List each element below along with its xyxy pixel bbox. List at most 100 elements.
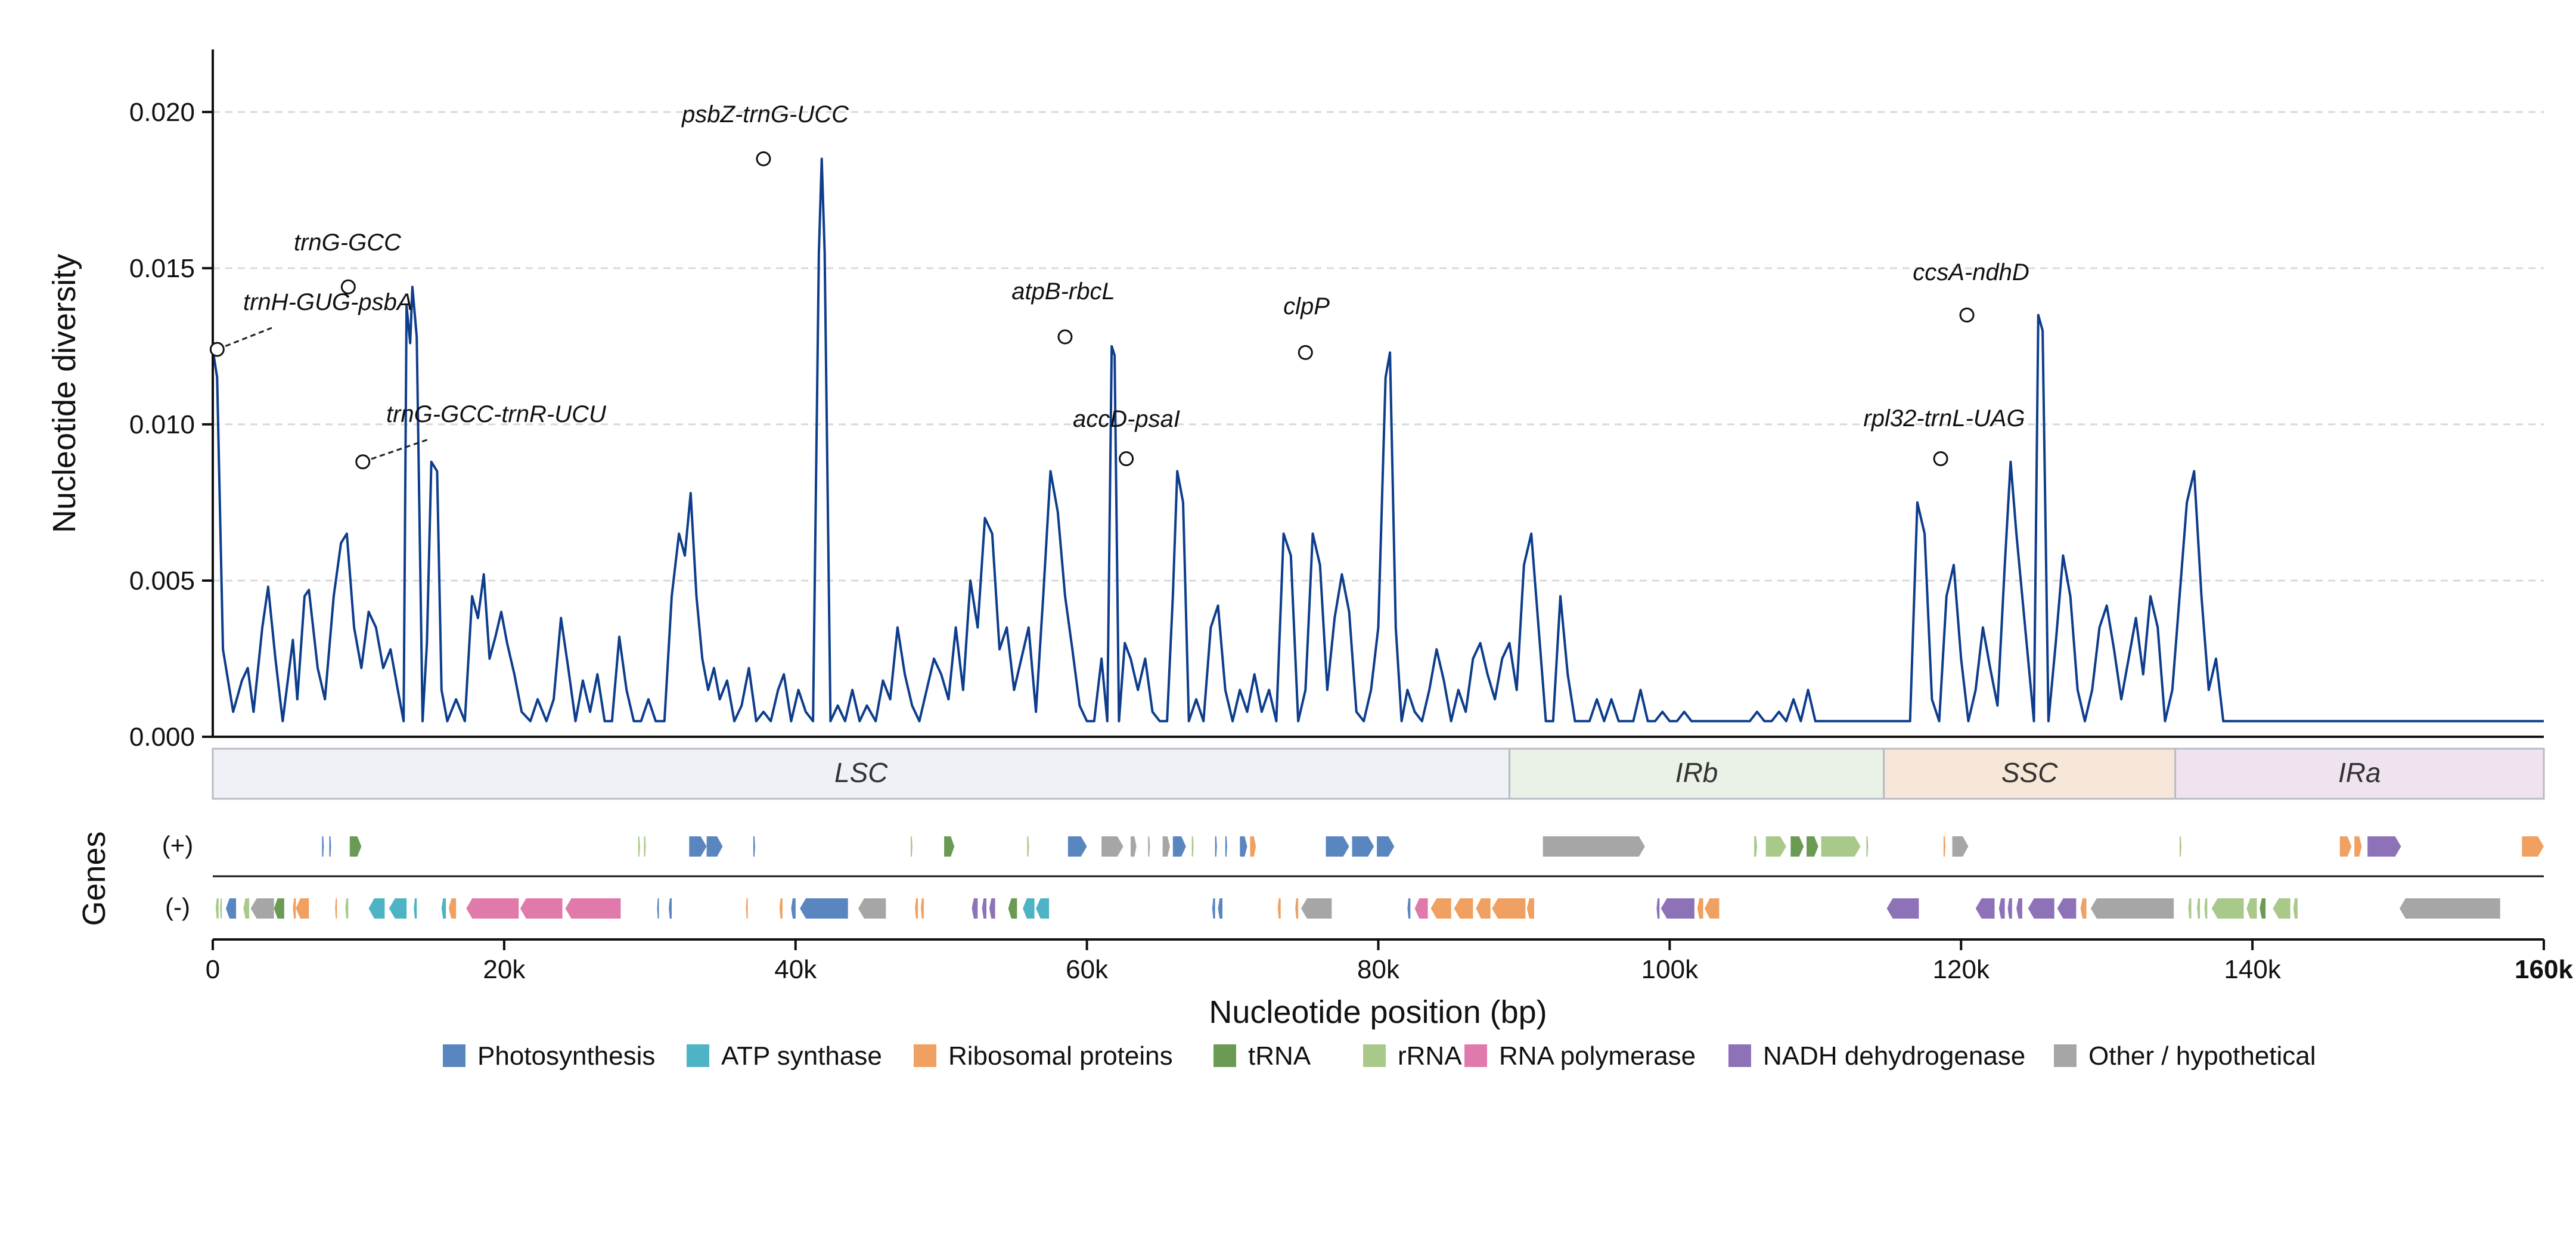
gene-arrow xyxy=(791,898,796,919)
gene-arrow xyxy=(989,898,995,919)
gene-arrow xyxy=(2354,836,2362,857)
gene-arrow xyxy=(2197,898,2201,919)
gene-arrow xyxy=(2400,898,2500,919)
gene-arrow xyxy=(441,898,446,919)
legend-swatch xyxy=(1213,1044,1236,1067)
region-ira xyxy=(2174,748,2545,800)
gene-arrow xyxy=(944,836,955,857)
gene-arrow xyxy=(1295,898,1299,919)
gene-arrow xyxy=(2522,836,2544,857)
gene-track: (+) (-) xyxy=(162,831,2544,921)
peak-leader xyxy=(362,438,431,463)
gene-arrow xyxy=(1975,898,1995,919)
genes-axis-title: Genes xyxy=(76,831,112,926)
peak-marker xyxy=(1298,345,1313,360)
peak-marker xyxy=(340,279,356,294)
x-tick-label: 20k xyxy=(483,955,526,984)
gene-arrow xyxy=(1277,898,1281,919)
gene-arrow xyxy=(1543,836,1645,857)
gene-arrow xyxy=(1754,836,1757,857)
gene-arrow xyxy=(746,898,748,919)
region-lsc xyxy=(212,748,1510,800)
gene-arrow xyxy=(1218,898,1222,919)
gene-arrow xyxy=(274,898,284,919)
x-tick-label: 100k xyxy=(1641,955,1699,984)
gene-arrow xyxy=(520,898,563,919)
y-tick-label: 0.020 xyxy=(129,98,195,127)
gene-arrow xyxy=(2016,898,2022,919)
peak-label: trnG-GCC xyxy=(294,229,402,256)
gene-arrow xyxy=(1886,898,1919,919)
gene-arrow xyxy=(1998,898,2005,919)
gene-arrow xyxy=(1697,898,1703,919)
gene-arrow xyxy=(1101,836,1123,857)
gene-arrow xyxy=(389,898,407,919)
gene-arrow xyxy=(1212,898,1215,919)
gene-arrow xyxy=(293,898,296,919)
peak-label: ccsA-ndhD xyxy=(1913,259,2029,286)
legend-label: Other / hypothetical xyxy=(2088,1041,2316,1071)
gene-arrow xyxy=(982,898,986,919)
gene-arrow xyxy=(644,836,646,857)
legend-swatch xyxy=(687,1044,709,1067)
peak-leader xyxy=(216,327,272,351)
y-tick-label: 0.005 xyxy=(129,566,195,596)
peak-marker xyxy=(1959,307,1975,322)
gene-arrow xyxy=(1943,836,1945,857)
y-tick-label: 0.000 xyxy=(129,722,195,752)
diversity-series xyxy=(212,157,2544,722)
gene-arrow xyxy=(414,898,417,919)
gene-arrow xyxy=(657,898,659,919)
gene-arrow xyxy=(1191,836,1194,857)
region-label: LSC xyxy=(834,757,888,788)
gene-arrow xyxy=(2273,898,2291,919)
gene-arrow xyxy=(2188,898,2192,919)
gene-arrow xyxy=(1476,898,1491,919)
gene-arrow xyxy=(1765,836,1786,857)
gene-arrow xyxy=(1250,836,1256,857)
gene-arrow xyxy=(466,898,519,919)
region-label: IRa xyxy=(2338,757,2381,788)
gene-arrow xyxy=(1866,836,1869,857)
legend-label: Photosynthesis xyxy=(477,1041,655,1071)
gene-arrow xyxy=(335,898,337,919)
gene-arrow xyxy=(2028,898,2054,919)
peak-marker xyxy=(756,151,771,166)
peak-marker xyxy=(1933,451,1948,467)
gene-arrow xyxy=(779,898,783,919)
gene-arrow xyxy=(669,898,672,919)
gene-arrow xyxy=(2211,898,2244,919)
strand-label-plus: (+) xyxy=(162,831,194,859)
peak-marker xyxy=(355,454,371,470)
gene-arrow xyxy=(449,898,457,919)
strand-label-minus: (-) xyxy=(165,893,190,921)
gene-arrow xyxy=(1131,836,1137,857)
gene-arrow xyxy=(220,898,222,919)
gene-arrow xyxy=(2057,898,2077,919)
gene-arrow xyxy=(1407,898,1411,919)
axes: 0.000 0.005 0.010 0.015 0.020 0 20k 40k 60k 80k 10… xyxy=(129,49,2573,984)
legend-swatch xyxy=(2054,1044,2077,1067)
peak-label: psbZ-trnG-UCC xyxy=(681,101,849,128)
legend-label: ATP synthase xyxy=(721,1041,882,1071)
legend-label: RNA polymerase xyxy=(1499,1041,1696,1071)
gene-arrow xyxy=(215,898,219,919)
peak-label: clpP xyxy=(1283,293,1330,320)
gene-arrow xyxy=(1162,836,1170,857)
gene-arrow xyxy=(296,898,309,919)
gene-arrow xyxy=(1326,836,1349,857)
gene-arrow xyxy=(706,836,723,857)
genome-region-bar: LSC IRb SSC IRa xyxy=(212,748,2545,800)
y-tick-label: 0.010 xyxy=(129,410,195,439)
x-tick-label: 120k xyxy=(1933,955,1990,984)
gene-arrow xyxy=(322,836,324,857)
gene-arrow xyxy=(1225,836,1227,857)
legend-label: NADH dehydrogenase xyxy=(1763,1041,2025,1071)
legend-swatch xyxy=(1363,1044,1386,1067)
legend-swatch xyxy=(914,1044,936,1067)
gene-arrow xyxy=(2080,898,2087,919)
x-tick-label: 80k xyxy=(1357,955,1400,984)
legend-label: tRNA xyxy=(1248,1041,1311,1071)
peak-label: trnG-GCC-trnR-UCU xyxy=(386,401,607,427)
peak-marker xyxy=(209,342,225,357)
